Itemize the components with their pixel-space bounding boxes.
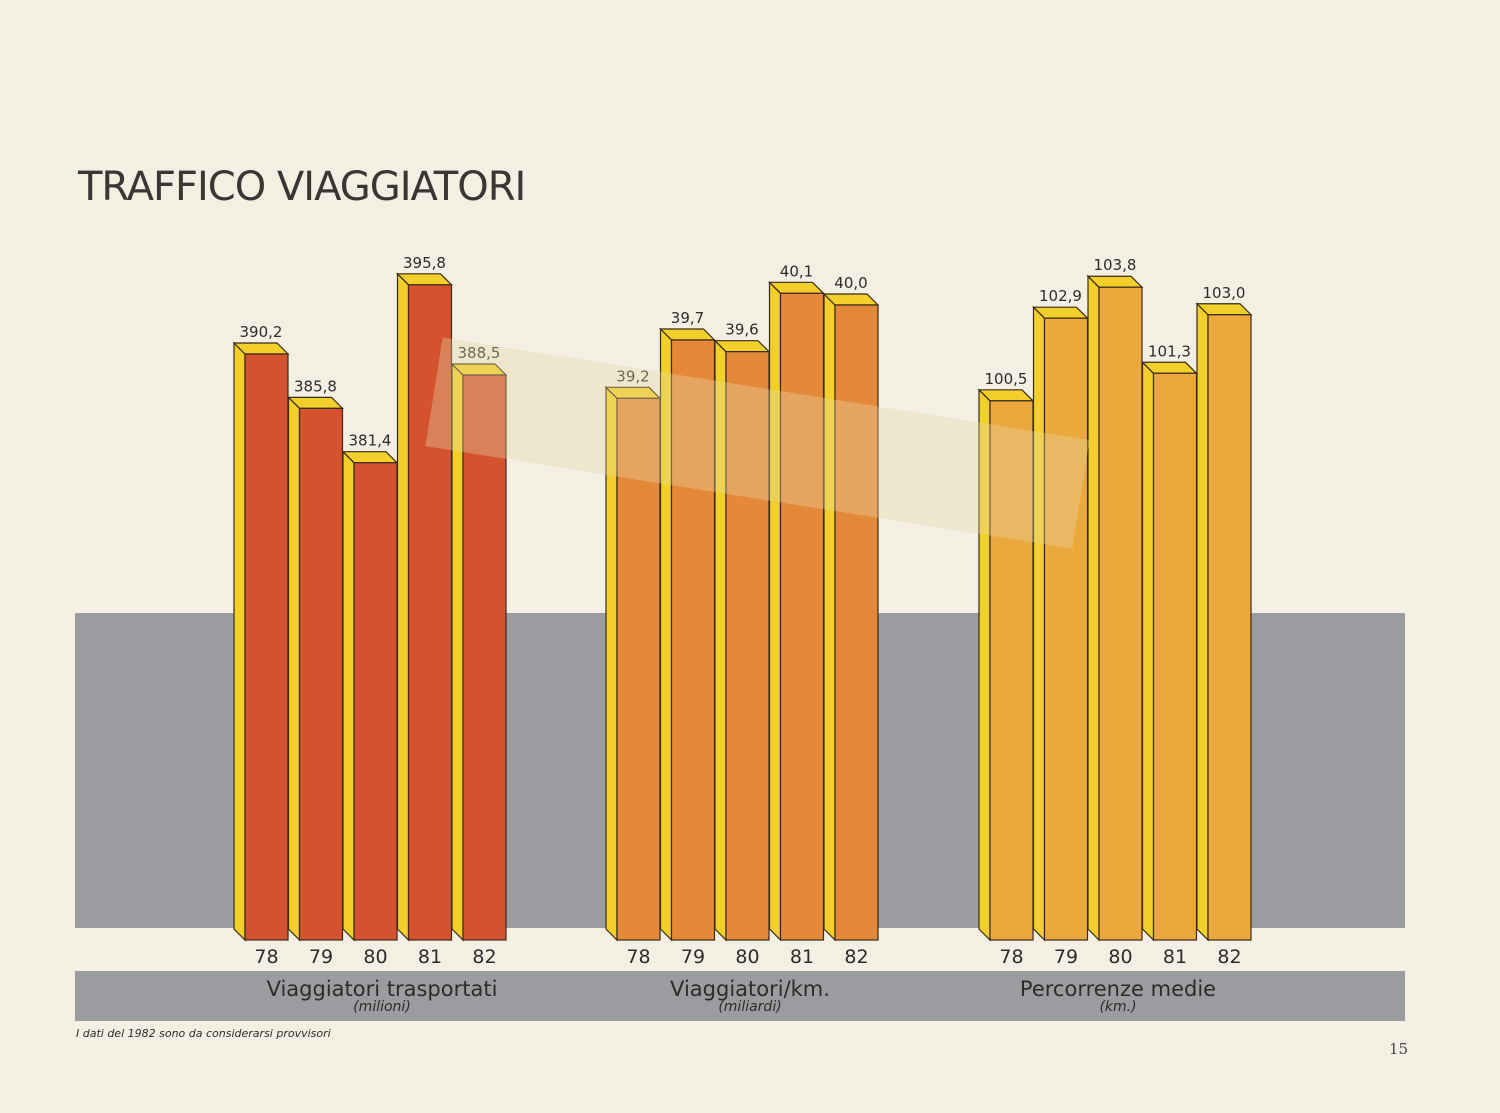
bar — [659, 327, 716, 942]
bar — [287, 395, 344, 942]
bar-value-label: 102,9 — [1039, 287, 1082, 305]
bar-value-label: 395,8 — [403, 254, 446, 272]
group-unit: (milioni) — [353, 999, 411, 1015]
group-label-average-distance: Percorrenze medie (km.) — [968, 978, 1268, 1014]
group-unit: (km.) — [1099, 999, 1137, 1015]
bar — [822, 292, 880, 942]
year-tick-label: 81 — [418, 946, 442, 968]
bar-value-label: 40,0 — [834, 274, 867, 292]
year-tick-label: 82 — [472, 946, 496, 968]
year-tick-label: 81 — [790, 946, 814, 968]
bar-value-label: 101,3 — [1148, 342, 1191, 360]
year-tick-label: 79 — [1054, 946, 1078, 968]
group-title: Viaggiatori trasportati — [266, 977, 498, 1001]
year-tick-label: 78 — [626, 946, 650, 968]
bar — [396, 272, 453, 942]
bar-value-label: 385,8 — [294, 377, 337, 395]
year-tick-label: 82 — [844, 946, 868, 968]
bar-value-label: 39,6 — [725, 321, 758, 339]
bar-value-label: 40,1 — [780, 262, 813, 280]
tape-overlay — [425, 337, 1090, 549]
group-unit: (miliardi) — [718, 999, 782, 1015]
bar-value-label: 103,0 — [1203, 284, 1246, 302]
bar — [1086, 274, 1144, 942]
year-tick-label: 80 — [363, 946, 387, 968]
bar — [977, 388, 1035, 942]
bar — [1195, 302, 1253, 942]
bar-value-label: 100,5 — [985, 370, 1028, 388]
year-tick-label: 79 — [681, 946, 705, 968]
bar — [713, 339, 771, 942]
bar-value-label: 390,2 — [240, 323, 283, 341]
bar — [768, 280, 825, 942]
page-number: 15 — [1389, 1040, 1409, 1058]
bar — [450, 362, 508, 942]
bar-value-label: 381,4 — [349, 432, 392, 450]
group-title: Viaggiatori/km. — [670, 977, 830, 1001]
year-tick-label: 79 — [309, 946, 333, 968]
group-label-passengers: Viaggiatori trasportati (milioni) — [232, 978, 532, 1014]
year-tick-label: 78 — [999, 946, 1023, 968]
bar — [1141, 360, 1198, 942]
bar-value-label: 388,5 — [458, 344, 501, 362]
bar-value-label: 39,7 — [671, 309, 704, 327]
year-tick-label: 80 — [735, 946, 759, 968]
year-tick-label: 80 — [1108, 946, 1132, 968]
bar — [1032, 305, 1089, 942]
footnote: I dati del 1982 sono da considerarsi pro… — [76, 1027, 331, 1040]
year-tick-label: 81 — [1163, 946, 1187, 968]
gray-label-strip — [75, 971, 1405, 1021]
year-tick-label: 78 — [254, 946, 278, 968]
year-tick-label: 82 — [1217, 946, 1241, 968]
group-label-passenger-km: Viaggiatori/km. (miliardi) — [600, 978, 900, 1014]
bar — [232, 341, 290, 942]
page-title: TRAFFICO VIAGGIATORI — [78, 164, 526, 210]
bar-value-label: 39,2 — [616, 367, 649, 385]
bar — [341, 450, 399, 942]
bar-value-label: 103,8 — [1094, 256, 1137, 274]
group-title: Percorrenze medie — [1019, 977, 1217, 1001]
